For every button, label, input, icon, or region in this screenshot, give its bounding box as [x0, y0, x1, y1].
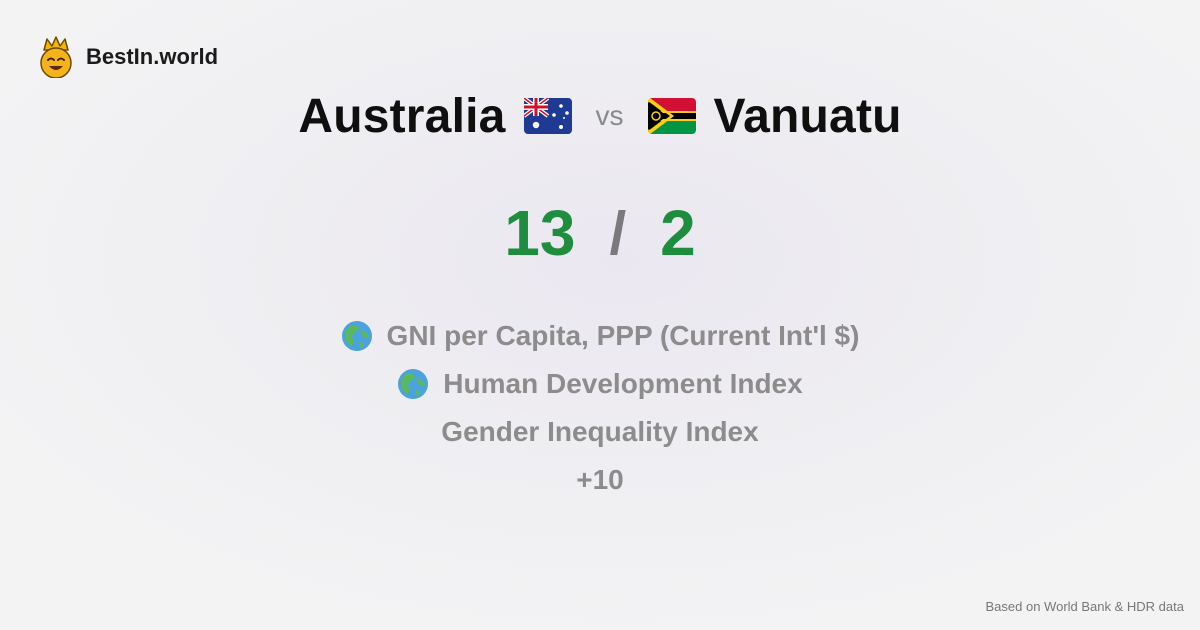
- score-separator: /: [609, 199, 627, 267]
- metric-label: GNI per Capita, PPP (Current Int'l $): [386, 320, 860, 351]
- right-country-name: Vanuatu: [713, 89, 902, 143]
- comparison-title: Australia vs: [0, 86, 1200, 146]
- brand-name: BestIn.world: [86, 44, 219, 69]
- australia-flag-icon: [523, 98, 572, 134]
- right-score: 2: [660, 197, 696, 269]
- globe-icon: [341, 320, 373, 352]
- metric-item: GNI per Capita, PPP (Current Int'l $): [341, 312, 860, 360]
- metric-item: Human Development Index: [397, 360, 803, 408]
- data-source-note: Based on World Bank & HDR data: [985, 599, 1184, 614]
- metric-list: GNI per Capita, PPP (Current Int'l $) Hu…: [0, 312, 1200, 504]
- crowned-smiley-icon: [38, 36, 74, 78]
- metric-label: Human Development Index: [443, 368, 803, 399]
- vanuatu-flag-icon: [647, 98, 696, 134]
- vs-label: vs: [595, 100, 624, 131]
- metric-label: Gender Inequality Index: [441, 416, 759, 447]
- score-summary: 13 / 2: [0, 196, 1200, 270]
- left-score: 13: [504, 197, 576, 269]
- more-metrics-count: +10: [576, 464, 624, 495]
- brand-logo[interactable]: BestIn.world: [38, 36, 218, 78]
- left-country-name: Australia: [298, 89, 506, 143]
- globe-icon: [397, 368, 429, 400]
- metric-item: Gender Inequality Index: [441, 408, 758, 456]
